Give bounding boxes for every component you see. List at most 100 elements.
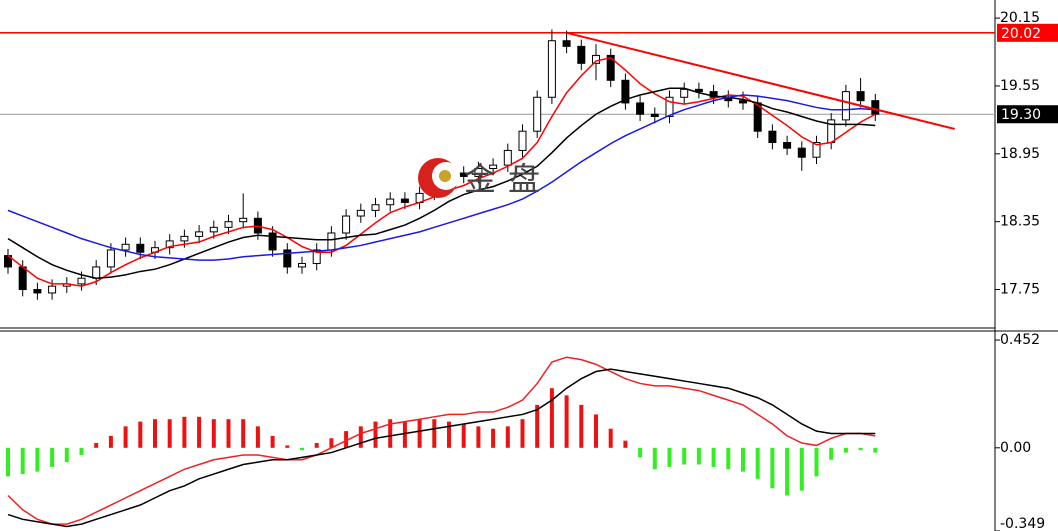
y-tick-label: 0.00	[1000, 440, 1031, 456]
candle-body	[327, 232, 336, 251]
candle-body	[783, 142, 792, 149]
watermark: 金盘	[464, 160, 552, 198]
macd-bar	[358, 426, 363, 448]
macd-bar	[696, 447, 701, 465]
macd-bar	[417, 419, 422, 448]
candle-body	[33, 289, 42, 294]
candle-body	[547, 40, 556, 98]
macd-bar	[123, 426, 128, 448]
macd-bar	[829, 447, 834, 460]
price-label: 19.30	[1001, 107, 1041, 123]
macd-bar	[843, 447, 848, 453]
candle-body	[606, 54, 615, 81]
price-label-box	[997, 105, 1058, 124]
macd-bar	[344, 431, 349, 448]
macd-bar	[873, 447, 878, 453]
candle-body	[709, 91, 718, 98]
macd-bar	[623, 440, 628, 448]
candle-body	[18, 266, 27, 291]
macd-bar	[402, 421, 407, 448]
candle-body	[739, 100, 747, 104]
macd-bar	[211, 419, 216, 448]
macd-bar	[564, 395, 569, 448]
macd-bar	[726, 447, 731, 470]
macd-bar	[329, 438, 334, 448]
candle-body	[856, 91, 865, 102]
candle-body	[371, 204, 380, 211]
y-tick-label: 18.95	[1000, 146, 1040, 162]
macd-bar	[858, 447, 863, 451]
macd-bar	[608, 428, 613, 448]
candle-body	[592, 54, 600, 64]
macd-bar	[167, 419, 172, 448]
macd-bar	[579, 404, 584, 448]
macd-bar	[108, 435, 113, 448]
macd-bar	[226, 419, 231, 448]
candle-body	[694, 88, 703, 93]
macd-bar	[535, 404, 540, 448]
macd-bar	[814, 447, 819, 477]
candle-body	[841, 91, 850, 121]
candle-body	[400, 198, 409, 203]
macd-bar	[182, 416, 187, 448]
candle-body	[224, 221, 233, 228]
macd-bar	[682, 447, 687, 465]
candle-body	[386, 198, 395, 206]
macd-bar	[388, 419, 393, 448]
macd-bar	[520, 419, 525, 448]
candle-body	[680, 88, 689, 98]
candle-body	[298, 263, 306, 268]
y-tick-label: -0.349	[1000, 516, 1045, 531]
candle-body	[518, 130, 527, 151]
indicator-line	[7, 356, 876, 525]
candle-body	[621, 79, 630, 104]
candle-body	[77, 277, 86, 285]
watermark-logo	[418, 158, 460, 198]
indicator-line	[7, 368, 876, 528]
candle-body	[136, 243, 145, 253]
indicator-line	[7, 94, 876, 261]
macd-bar	[79, 447, 84, 455]
macd-bar	[241, 419, 246, 448]
macd-bar	[432, 419, 437, 448]
candle-body	[871, 100, 880, 115]
macd-bar	[461, 423, 466, 448]
candle-body	[195, 231, 204, 237]
macd-bar	[6, 447, 10, 477]
candle-body	[650, 113, 659, 117]
macd-bar	[741, 447, 745, 472]
candle-body	[165, 240, 174, 249]
candle-body	[797, 147, 806, 158]
candle-body	[268, 232, 277, 251]
macd-bar	[94, 443, 99, 448]
macd-bar	[300, 447, 304, 451]
candle-body	[239, 217, 248, 223]
macd-bar	[138, 421, 143, 448]
price-label-box	[997, 23, 1058, 42]
macd-bar	[64, 447, 69, 463]
macd-bar	[799, 447, 804, 491]
y-tick-label: 0.452	[1000, 332, 1040, 348]
macd-bar	[594, 414, 598, 448]
macd-bar	[755, 447, 760, 479]
macd-bar	[20, 447, 25, 475]
macd-bar	[447, 421, 451, 448]
macd-bar	[711, 447, 716, 467]
candle-body	[812, 142, 821, 158]
candle-body	[121, 243, 130, 251]
candle-body	[92, 266, 101, 279]
candle-body	[577, 45, 586, 64]
candle-body	[503, 149, 512, 166]
candle-body	[180, 235, 189, 242]
candle-body	[665, 96, 674, 117]
macd-bar	[373, 421, 378, 448]
macd-bar	[50, 447, 55, 467]
y-tick-label: 20.15	[1000, 10, 1040, 26]
macd-bar	[785, 447, 790, 496]
candle-body	[562, 40, 571, 47]
candle-body	[356, 209, 365, 217]
candle-body	[209, 226, 218, 233]
candle-body	[636, 102, 645, 115]
